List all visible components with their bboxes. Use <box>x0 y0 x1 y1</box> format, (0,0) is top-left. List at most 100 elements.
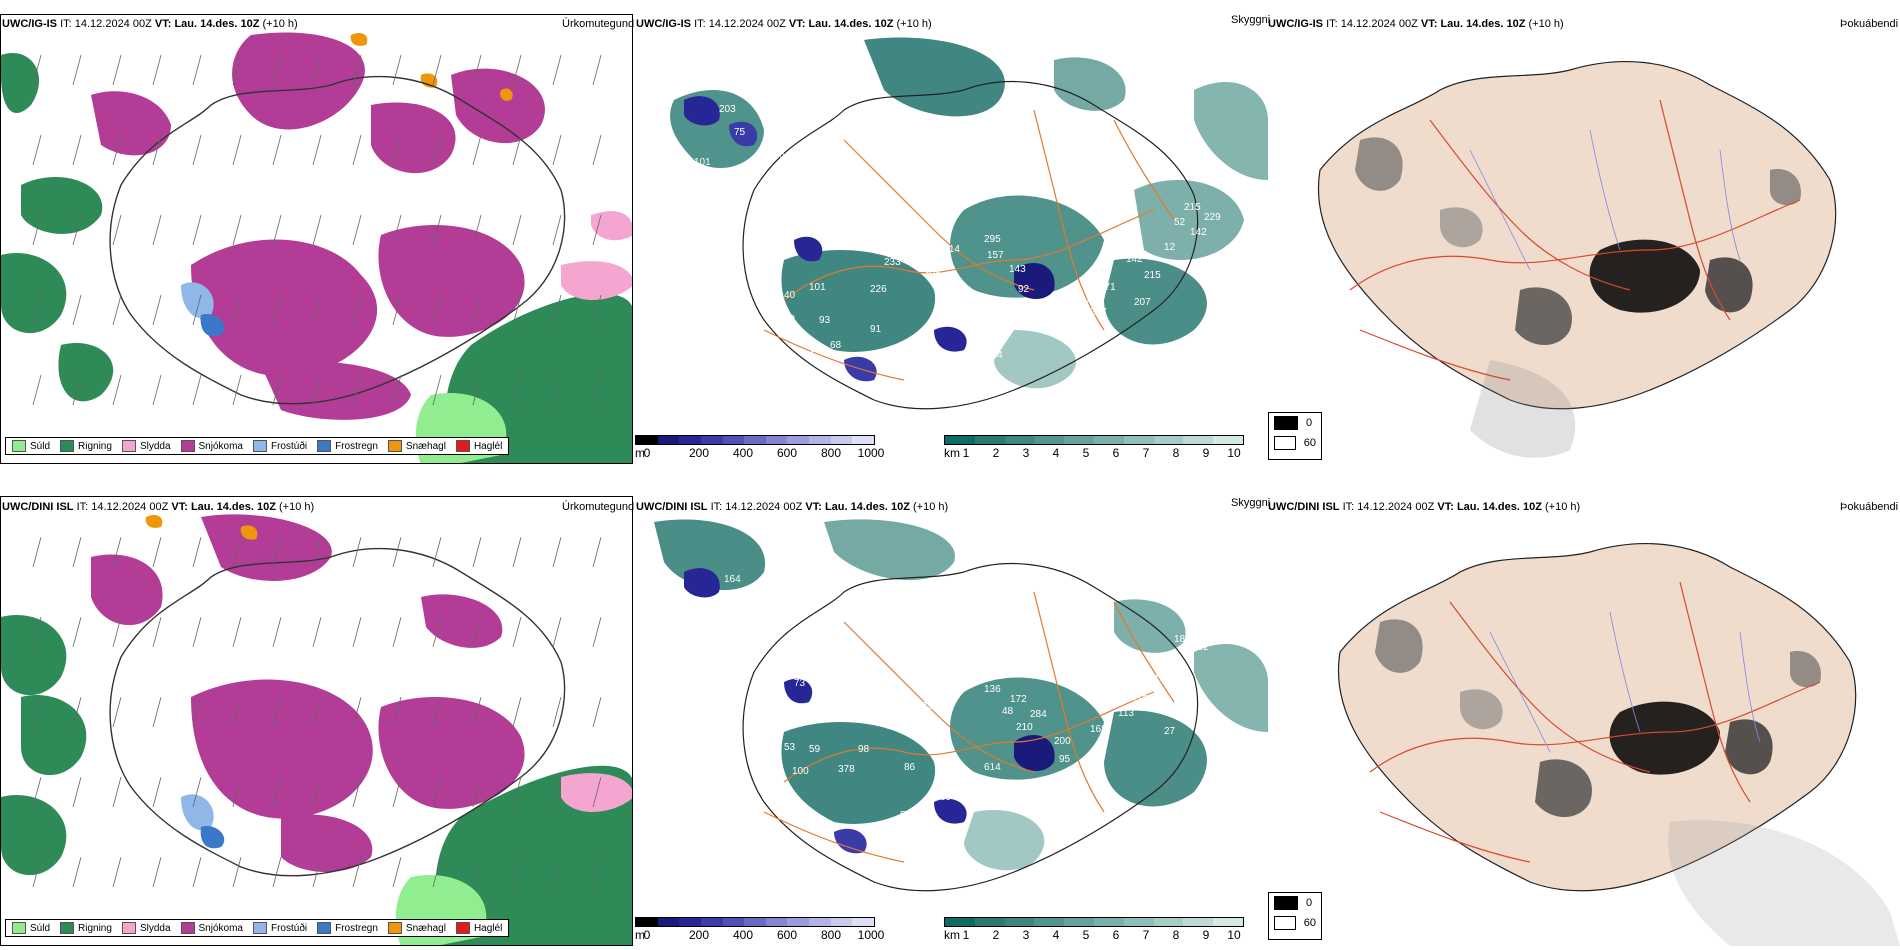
panel-title-cloud: Skyggni <box>1231 497 1271 509</box>
precip-type-map-top: Súld Rigning Slydda Snjókoma Frostúði Fr… <box>0 14 633 464</box>
vt-label: VT: <box>171 501 188 513</box>
model-name: UWC/DINI ISL <box>636 501 708 513</box>
vt-value: Lau. 14.des. 10Z <box>1440 18 1526 30</box>
lead-time: (+10 h) <box>279 501 315 513</box>
station-value: 92 <box>1018 284 1030 295</box>
legend-swatch <box>121 440 136 452</box>
visibility-tick: 3 <box>1022 928 1030 942</box>
height-tick: 400 <box>732 928 754 942</box>
station-value: 60 <box>904 346 916 357</box>
visibility-tick: 10 <box>1227 928 1241 942</box>
legend-swatch <box>317 440 332 452</box>
legend-swatch <box>387 922 402 934</box>
height-tick: 1000 <box>857 928 885 942</box>
fog-map-svg <box>1270 30 1900 464</box>
height-colorbar: m 0 200 400 600 800 1000 <box>635 435 884 460</box>
station-value: 179 <box>972 602 989 613</box>
legend-label: Frostregn <box>335 922 378 934</box>
visibility-colorbar: km 1 2 3 4 5 6 7 8 9 10 <box>944 917 1244 942</box>
station-value: 67 <box>789 642 801 653</box>
legend-item: Snæhagl <box>387 440 446 452</box>
model-name: UWC/IG-IS <box>1268 18 1323 30</box>
visibility-tick: 2 <box>992 446 1000 460</box>
legend-swatch <box>60 440 75 452</box>
visibility-tick: 5 <box>1082 446 1090 460</box>
lead-time: (+10 h) <box>896 18 932 30</box>
station-value: 111 <box>774 552 790 563</box>
visibility-tick: 6 <box>1112 928 1120 942</box>
fog-legend-label: 60 <box>1303 917 1316 929</box>
station-value: 91 <box>870 324 882 335</box>
station-value: 209 <box>734 588 751 599</box>
legend-swatch <box>180 440 195 452</box>
visibility-unit: km <box>944 446 960 460</box>
station-value: 52 <box>1174 217 1186 228</box>
station-value: 93 <box>819 315 831 326</box>
vt-value: Lau. 14.des. 10Z <box>190 501 276 513</box>
it-label: IT: <box>76 501 89 513</box>
legend-label: Snæhagl <box>405 440 446 452</box>
legend-label: Rigning <box>78 440 112 452</box>
visibility-tick: 8 <box>1172 446 1180 460</box>
legend-label: Haglél <box>473 922 503 934</box>
legend-label: Haglél <box>473 440 503 452</box>
station-value: 207 <box>1134 297 1151 308</box>
it-label: IT: <box>1342 501 1355 513</box>
height-tick: 0 <box>643 928 651 942</box>
station-value: 100 <box>792 766 809 777</box>
visibility-tick: 1 <box>962 928 970 942</box>
station-value: 200 <box>1054 736 1071 747</box>
lead-time: (+10 h) <box>1545 501 1581 513</box>
visibility-tick: 10 <box>1227 446 1241 460</box>
cloud-base-map-top: 90 74 203 41 75 101 82 95 103 257 88 62 … <box>634 30 1268 464</box>
fog-legend-bottom: 0 60 <box>1268 892 1322 940</box>
header-row1-right: UWC/IG-IS IT: 14.12.2024 00Z VT: Lau. 14… <box>1268 18 1564 30</box>
station-value: 49 <box>784 314 796 325</box>
station-value: 142 <box>1190 227 1207 238</box>
station-value: 89 <box>940 792 952 803</box>
cloud-map-svg: 164 111 209 38 88 54 67 65 73 179 151 70… <box>634 512 1268 946</box>
height-tick: 0 <box>643 446 651 460</box>
station-value: 614 <box>984 762 1001 773</box>
station-value: 52 <box>902 390 914 401</box>
height-tick: 600 <box>776 928 798 942</box>
visibility-tick: 7 <box>1142 446 1150 460</box>
visibility-tick: 4 <box>1052 446 1060 460</box>
legend-item: Snæhagl <box>387 922 446 934</box>
station-value: 215 <box>1184 202 1201 213</box>
height-tick: 200 <box>688 928 710 942</box>
fog-legend-swatch <box>1274 436 1296 450</box>
fog-legend-swatch <box>1274 416 1298 430</box>
it-label: IT: <box>694 18 706 30</box>
station-value: 296 <box>942 674 959 685</box>
station-value: 76 <box>1064 328 1076 339</box>
station-value: 232 <box>916 701 933 712</box>
station-value: 83 <box>853 699 865 710</box>
station-value: 88 <box>704 616 716 627</box>
model-name: UWC/IG-IS <box>2 18 57 30</box>
height-tick: 200 <box>688 446 710 460</box>
legend-item: Súld <box>12 440 50 452</box>
station-value: 97 <box>884 387 896 398</box>
fog-legend-row: 0 <box>1269 413 1321 433</box>
legend-item: Snjókoma <box>180 922 243 934</box>
station-value: 59 <box>809 744 821 755</box>
station-value: 864 <box>1088 908 1105 919</box>
station-value: 48 <box>1002 706 1014 717</box>
station-value: 88 <box>769 192 781 203</box>
legend-swatch <box>121 922 136 934</box>
vt-label: VT: <box>788 18 806 30</box>
fog-legend-label: 0 <box>1306 897 1313 909</box>
station-value: 137 <box>944 768 961 779</box>
it-value: 14.12.2024 00Z <box>725 501 803 513</box>
station-value: 90 <box>754 84 766 95</box>
it-value: 14.12.2024 00Z <box>74 18 152 30</box>
model-name: UWC/DINI ISL <box>1268 501 1340 513</box>
it-label: IT: <box>710 501 723 513</box>
header-row1: UWC/IG-IS IT: 14.12.2024 00Z VT: Lau. 14… <box>2 18 298 30</box>
station-value: 295 <box>984 234 1001 245</box>
station-value: 101 <box>809 282 826 293</box>
station-value: 57 <box>900 810 912 821</box>
fog-legend-label: 0 <box>1306 417 1313 429</box>
lead-time: (+10 h) <box>913 501 949 513</box>
